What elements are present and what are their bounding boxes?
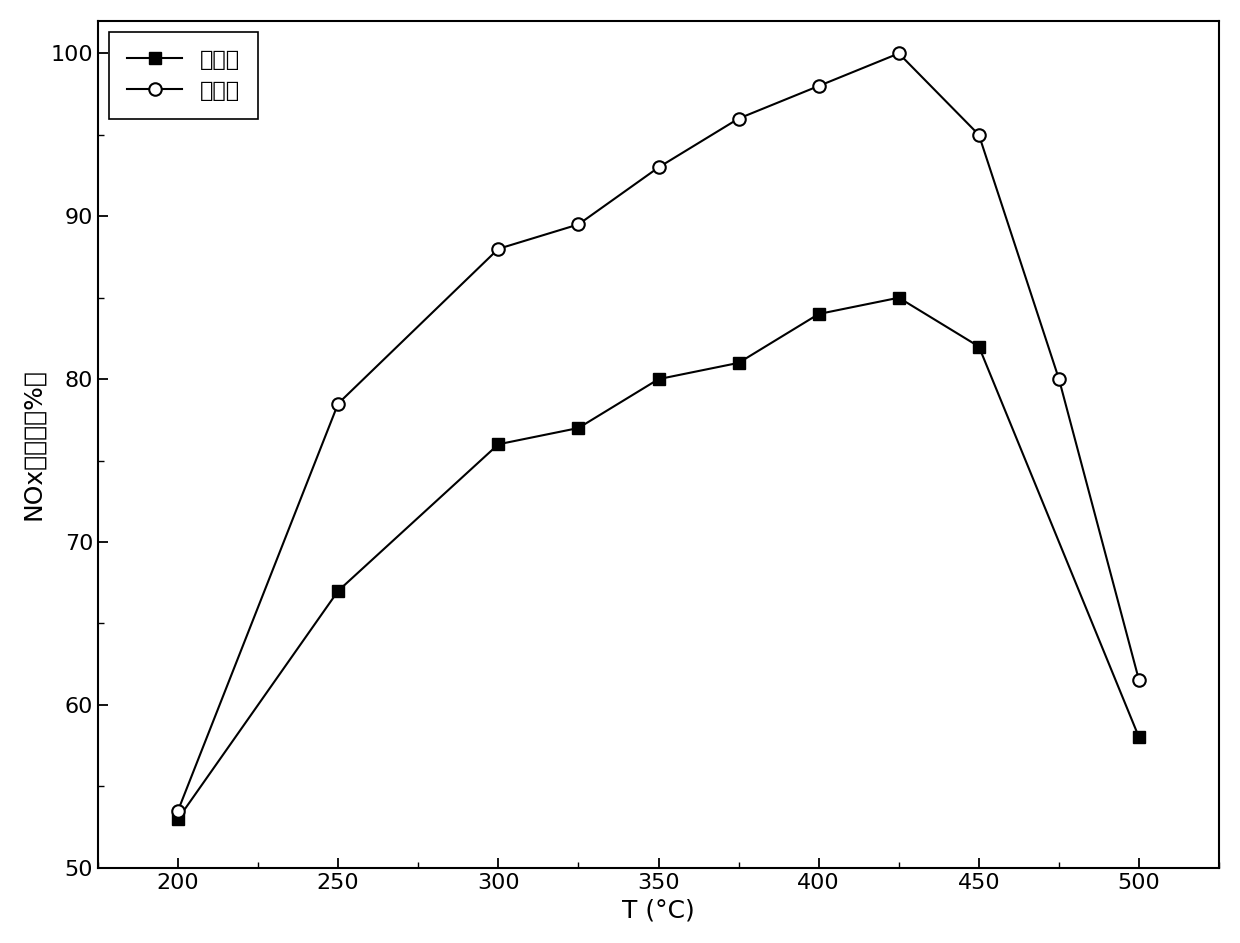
再生后 <box>570 219 585 230</box>
再生前 <box>491 438 506 450</box>
再生前 <box>1132 732 1147 743</box>
再生后 <box>651 162 666 174</box>
再生前 <box>971 341 986 353</box>
再生后 <box>491 243 506 255</box>
再生前 <box>811 308 826 320</box>
再生后 <box>1052 373 1066 385</box>
再生后 <box>971 129 986 141</box>
再生前 <box>732 357 746 369</box>
再生前 <box>651 373 666 385</box>
再生前 <box>892 292 906 304</box>
Line: 再生后: 再生后 <box>171 47 1146 817</box>
再生前 <box>570 422 585 434</box>
再生后 <box>732 113 746 124</box>
再生后 <box>892 48 906 59</box>
再生后 <box>1132 675 1147 687</box>
Y-axis label: NOx转化率（%）: NOx转化率（%） <box>21 369 45 521</box>
再生后 <box>171 805 186 817</box>
再生后 <box>811 80 826 91</box>
Line: 再生前: 再生前 <box>171 291 1146 825</box>
再生前 <box>331 586 346 597</box>
X-axis label: T (°C): T (°C) <box>622 898 694 922</box>
再生前 <box>171 813 186 824</box>
Legend: 再生前, 再生后: 再生前, 再生后 <box>109 32 258 119</box>
再生后 <box>331 398 346 409</box>
